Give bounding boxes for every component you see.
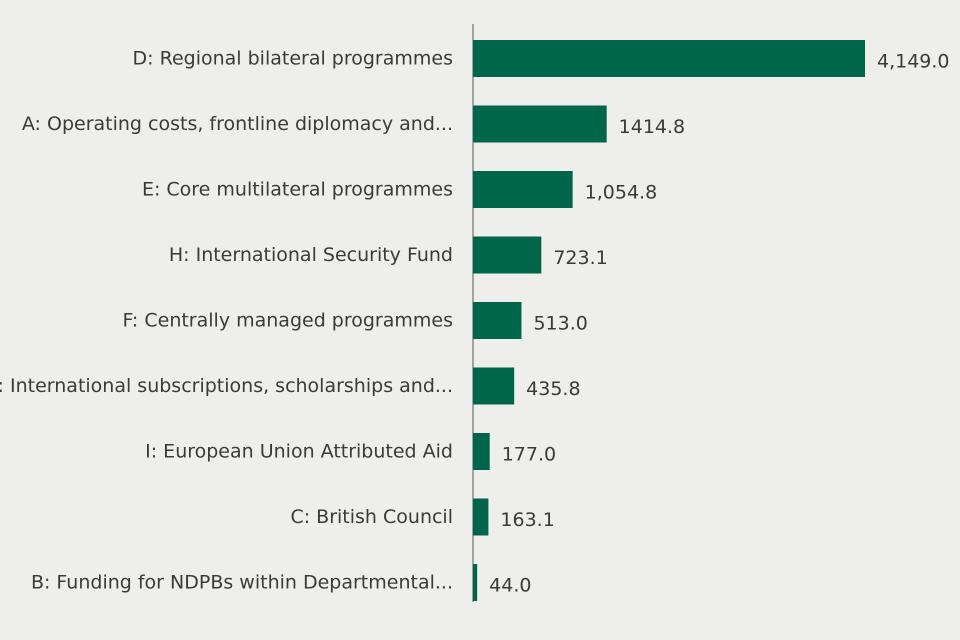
category-label: G: International subscriptions, scholars… — [0, 375, 453, 397]
category-label: A: Operating costs, frontline diplomacy … — [22, 113, 453, 135]
category-label: D: Regional bilateral programmes — [133, 48, 453, 70]
bar — [473, 498, 489, 536]
bar — [473, 367, 515, 405]
value-label: 4,149.0 — [877, 51, 950, 73]
value-label: 723.1 — [553, 247, 607, 269]
value-label: 1414.8 — [619, 116, 685, 138]
category-label: E: Core multilateral programmes — [142, 179, 453, 201]
bar — [473, 40, 865, 77]
bar — [473, 564, 478, 601]
category-label: C: British Council — [290, 506, 453, 528]
category-label: H: International Security Fund — [169, 244, 453, 266]
bar — [473, 105, 607, 143]
bar — [473, 302, 522, 339]
bar — [473, 433, 490, 470]
category-label: F: Centrally managed programmes — [122, 310, 453, 332]
value-label: 513.0 — [533, 313, 587, 335]
value-label: 1,054.8 — [585, 182, 658, 204]
value-label: 177.0 — [502, 444, 556, 466]
value-label: 435.8 — [526, 378, 580, 400]
value-label: 163.1 — [500, 509, 554, 531]
category-label: B: Funding for NDPBs within Departmental… — [31, 572, 453, 594]
bar — [473, 236, 542, 274]
value-label: 44.0 — [489, 575, 531, 597]
bar — [473, 171, 573, 208]
category-label: I: European Union Attributed Aid — [145, 441, 453, 463]
